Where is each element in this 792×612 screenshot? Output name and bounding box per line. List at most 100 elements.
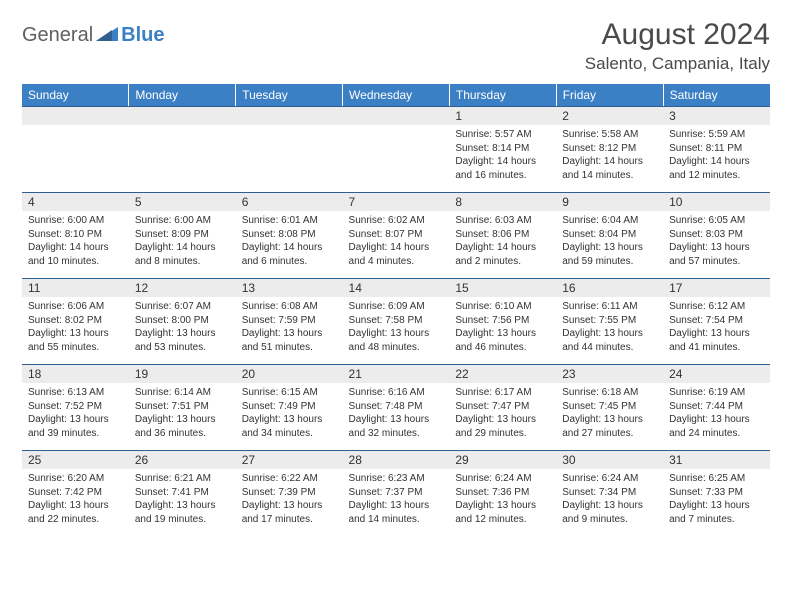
day-details: Sunrise: 6:24 AMSunset: 7:36 PMDaylight:… [449,469,556,530]
day-details: Sunrise: 6:19 AMSunset: 7:44 PMDaylight:… [663,383,770,444]
calendar-cell: 5Sunrise: 6:00 AMSunset: 8:09 PMDaylight… [129,192,236,278]
calendar-cell: 18Sunrise: 6:13 AMSunset: 7:52 PMDayligh… [22,364,129,450]
calendar-cell [129,106,236,192]
day-details: Sunrise: 5:57 AMSunset: 8:14 PMDaylight:… [449,125,556,186]
day-number: 14 [343,279,450,297]
weekday-header: Friday [556,84,663,106]
day-details: Sunrise: 6:12 AMSunset: 7:54 PMDaylight:… [663,297,770,358]
day-details: Sunrise: 6:25 AMSunset: 7:33 PMDaylight:… [663,469,770,530]
day-number: 26 [129,451,236,469]
day-number: 28 [343,451,450,469]
day-details: Sunrise: 6:11 AMSunset: 7:55 PMDaylight:… [556,297,663,358]
weekday-header: Sunday [22,84,129,106]
day-details: Sunrise: 6:13 AMSunset: 7:52 PMDaylight:… [22,383,129,444]
day-details: Sunrise: 6:00 AMSunset: 8:10 PMDaylight:… [22,211,129,272]
day-number [22,107,129,125]
calendar-week-row: 18Sunrise: 6:13 AMSunset: 7:52 PMDayligh… [22,364,770,450]
day-number: 20 [236,365,343,383]
day-number: 3 [663,107,770,125]
day-details: Sunrise: 6:05 AMSunset: 8:03 PMDaylight:… [663,211,770,272]
calendar-cell: 30Sunrise: 6:24 AMSunset: 7:34 PMDayligh… [556,450,663,536]
day-number [129,107,236,125]
day-number: 31 [663,451,770,469]
calendar-cell: 29Sunrise: 6:24 AMSunset: 7:36 PMDayligh… [449,450,556,536]
day-number: 18 [22,365,129,383]
day-details: Sunrise: 5:59 AMSunset: 8:11 PMDaylight:… [663,125,770,186]
day-details: Sunrise: 6:16 AMSunset: 7:48 PMDaylight:… [343,383,450,444]
calendar-cell: 1Sunrise: 5:57 AMSunset: 8:14 PMDaylight… [449,106,556,192]
calendar-week-row: 1Sunrise: 5:57 AMSunset: 8:14 PMDaylight… [22,106,770,192]
calendar-cell: 20Sunrise: 6:15 AMSunset: 7:49 PMDayligh… [236,364,343,450]
day-details: Sunrise: 6:00 AMSunset: 8:09 PMDaylight:… [129,211,236,272]
day-number: 27 [236,451,343,469]
calendar-cell: 12Sunrise: 6:07 AMSunset: 8:00 PMDayligh… [129,278,236,364]
day-number: 8 [449,193,556,211]
day-number: 29 [449,451,556,469]
day-number: 1 [449,107,556,125]
day-number: 10 [663,193,770,211]
day-number: 11 [22,279,129,297]
logo-text-blue: Blue [121,24,164,47]
calendar-cell: 3Sunrise: 5:59 AMSunset: 8:11 PMDaylight… [663,106,770,192]
calendar-cell: 24Sunrise: 6:19 AMSunset: 7:44 PMDayligh… [663,364,770,450]
calendar-cell: 4Sunrise: 6:00 AMSunset: 8:10 PMDaylight… [22,192,129,278]
day-details: Sunrise: 6:17 AMSunset: 7:47 PMDaylight:… [449,383,556,444]
day-details: Sunrise: 6:07 AMSunset: 8:00 PMDaylight:… [129,297,236,358]
calendar-cell: 10Sunrise: 6:05 AMSunset: 8:03 PMDayligh… [663,192,770,278]
calendar-body: 1Sunrise: 5:57 AMSunset: 8:14 PMDaylight… [22,106,770,536]
day-number: 24 [663,365,770,383]
day-details: Sunrise: 6:04 AMSunset: 8:04 PMDaylight:… [556,211,663,272]
day-details: Sunrise: 6:15 AMSunset: 7:49 PMDaylight:… [236,383,343,444]
logo-text-general: General [22,24,93,47]
day-number: 7 [343,193,450,211]
day-number: 17 [663,279,770,297]
calendar-head: SundayMondayTuesdayWednesdayThursdayFrid… [22,84,770,106]
calendar-cell: 8Sunrise: 6:03 AMSunset: 8:06 PMDaylight… [449,192,556,278]
day-details: Sunrise: 6:09 AMSunset: 7:58 PMDaylight:… [343,297,450,358]
calendar-cell: 6Sunrise: 6:01 AMSunset: 8:08 PMDaylight… [236,192,343,278]
logo: General Blue [22,18,165,47]
calendar-cell: 31Sunrise: 6:25 AMSunset: 7:33 PMDayligh… [663,450,770,536]
calendar-cell: 22Sunrise: 6:17 AMSunset: 7:47 PMDayligh… [449,364,556,450]
day-number: 5 [129,193,236,211]
day-details: Sunrise: 6:10 AMSunset: 7:56 PMDaylight:… [449,297,556,358]
day-number: 16 [556,279,663,297]
calendar-cell: 9Sunrise: 6:04 AMSunset: 8:04 PMDaylight… [556,192,663,278]
calendar-cell: 23Sunrise: 6:18 AMSunset: 7:45 PMDayligh… [556,364,663,450]
day-details: Sunrise: 6:21 AMSunset: 7:41 PMDaylight:… [129,469,236,530]
day-details: Sunrise: 6:06 AMSunset: 8:02 PMDaylight:… [22,297,129,358]
day-number: 22 [449,365,556,383]
calendar-cell: 14Sunrise: 6:09 AMSunset: 7:58 PMDayligh… [343,278,450,364]
calendar-week-row: 4Sunrise: 6:00 AMSunset: 8:10 PMDaylight… [22,192,770,278]
weekday-row: SundayMondayTuesdayWednesdayThursdayFrid… [22,84,770,106]
day-number: 12 [129,279,236,297]
month-title: August 2024 [585,18,770,52]
calendar-cell: 19Sunrise: 6:14 AMSunset: 7:51 PMDayligh… [129,364,236,450]
day-number: 2 [556,107,663,125]
day-number: 25 [22,451,129,469]
heading: August 2024 Salento, Campania, Italy [585,18,770,74]
calendar-cell: 25Sunrise: 6:20 AMSunset: 7:42 PMDayligh… [22,450,129,536]
calendar-week-row: 25Sunrise: 6:20 AMSunset: 7:42 PMDayligh… [22,450,770,536]
day-number: 6 [236,193,343,211]
day-number: 15 [449,279,556,297]
calendar-cell [22,106,129,192]
weekday-header: Wednesday [343,84,450,106]
header-row: General Blue August 2024 Salento, Campan… [22,18,770,74]
day-details: Sunrise: 6:02 AMSunset: 8:07 PMDaylight:… [343,211,450,272]
calendar-table: SundayMondayTuesdayWednesdayThursdayFrid… [22,84,770,536]
day-number: 13 [236,279,343,297]
day-details: Sunrise: 6:14 AMSunset: 7:51 PMDaylight:… [129,383,236,444]
day-details: Sunrise: 6:20 AMSunset: 7:42 PMDaylight:… [22,469,129,530]
calendar-cell [236,106,343,192]
day-number: 9 [556,193,663,211]
calendar-cell: 13Sunrise: 6:08 AMSunset: 7:59 PMDayligh… [236,278,343,364]
calendar-week-row: 11Sunrise: 6:06 AMSunset: 8:02 PMDayligh… [22,278,770,364]
day-details: Sunrise: 6:08 AMSunset: 7:59 PMDaylight:… [236,297,343,358]
weekday-header: Thursday [449,84,556,106]
weekday-header: Saturday [663,84,770,106]
day-number: 21 [343,365,450,383]
day-details: Sunrise: 6:01 AMSunset: 8:08 PMDaylight:… [236,211,343,272]
weekday-header: Monday [129,84,236,106]
calendar-cell: 17Sunrise: 6:12 AMSunset: 7:54 PMDayligh… [663,278,770,364]
